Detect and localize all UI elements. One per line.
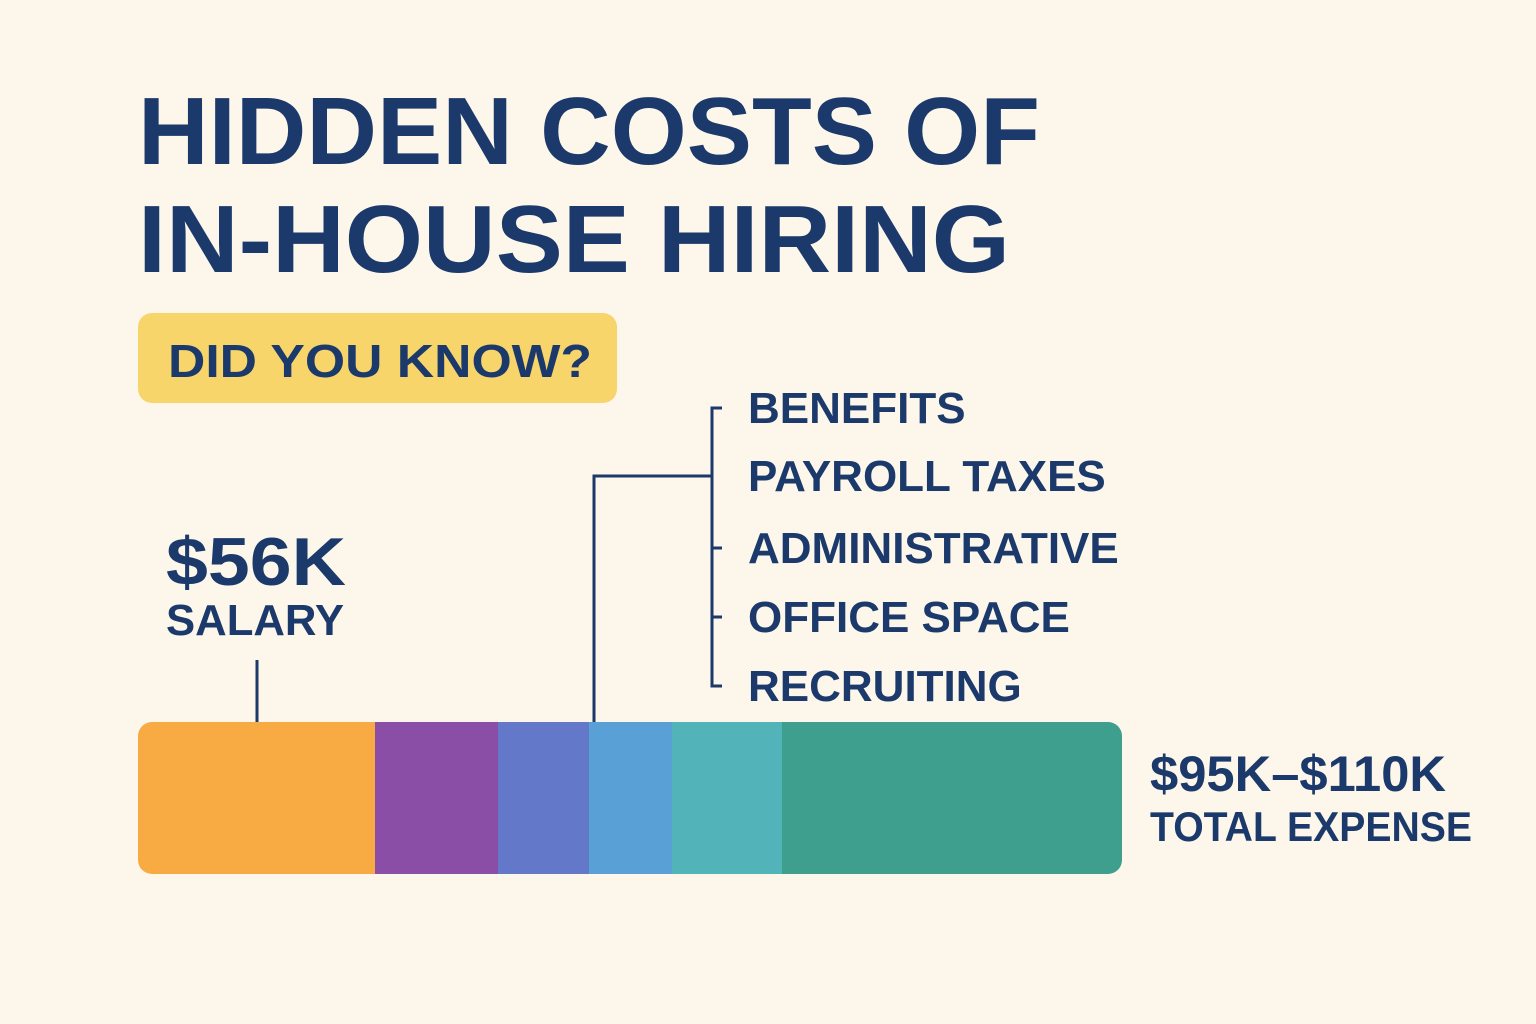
salary-label: SALARY <box>166 596 344 645</box>
cost-item: PAYROLL TAXES <box>748 452 1106 501</box>
cost-item: ADMINISTRATIVE <box>748 524 1119 573</box>
cost-item: OFFICE SPACE <box>748 593 1070 642</box>
cost-item: BENEFITS <box>748 384 966 433</box>
salary-amount: $56K <box>166 524 346 600</box>
badge <box>138 313 617 403</box>
cost-list: BENEFITS PAYROLL TAXES ADMINISTRATIVE OFFIC… <box>748 384 1119 711</box>
total-amount: $95K–$110K <box>1150 746 1446 802</box>
bar-segment <box>498 722 589 874</box>
cost-item: RECRUITING <box>748 662 1022 711</box>
total-label: TOTAL EXPENSE <box>1150 803 1472 850</box>
cost-bracket <box>710 406 722 688</box>
title-line: IN-HOUSE HIRING <box>138 186 1010 293</box>
bar-segment <box>782 722 1122 874</box>
title-line: HIDDEN COSTS OF <box>138 78 1040 185</box>
bar-segment <box>375 722 498 874</box>
badge-text: DID YOU KNOW? <box>168 335 592 387</box>
bar-segment <box>138 722 375 874</box>
cost-connector <box>592 474 712 722</box>
cost-bar <box>138 722 1122 874</box>
bar-segment <box>672 722 782 874</box>
bar-segment <box>589 722 672 874</box>
